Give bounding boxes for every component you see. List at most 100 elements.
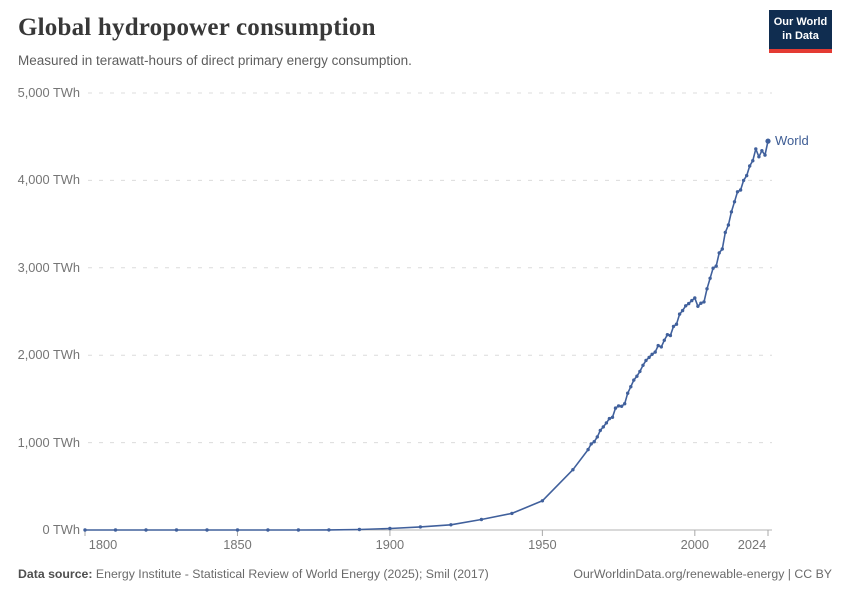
data-point-marker [735, 190, 740, 194]
chart-title: Global hydropower consumption [18, 14, 376, 41]
data-point-marker [656, 343, 660, 348]
owid-logo[interactable]: Our World in Data [769, 10, 832, 53]
data-point-marker [589, 442, 593, 446]
data-point-marker [626, 391, 630, 395]
data-point-marker [623, 402, 627, 406]
y-tick-label-2000: 2,000 TWh [17, 347, 80, 363]
data-point-marker [266, 528, 270, 532]
data-point-marker [687, 301, 691, 306]
series-label-world[interactable]: World [775, 133, 809, 149]
data-point-marker [668, 333, 673, 338]
x-tick-label-1800: 1800 [88, 537, 118, 552]
chart-subtitle: Measured in terawatt-hours of direct pri… [18, 53, 412, 68]
data-point-marker [635, 374, 639, 378]
data-point-marker [662, 338, 666, 342]
data-point-marker [638, 369, 642, 374]
x-tick-label-2024: 2024 [737, 537, 767, 552]
data-point-marker [357, 527, 362, 532]
data-point-marker [693, 296, 697, 300]
x-tick-label-1950: 1950 [528, 537, 557, 552]
data-point-marker [571, 468, 575, 472]
data-source-text: Data source: Energy Institute - Statisti… [18, 567, 489, 581]
data-point-marker [144, 528, 148, 532]
data-point-marker [765, 138, 771, 144]
data-point-marker [613, 406, 618, 410]
data-point-marker [235, 528, 240, 532]
data-point-marker [680, 308, 685, 313]
data-point-marker [714, 264, 718, 268]
data-point-marker [647, 355, 651, 360]
owid-logo-line2: in Data [782, 29, 819, 42]
data-point-marker [113, 528, 118, 532]
data-point-marker [741, 178, 746, 183]
data-point-marker [720, 247, 724, 251]
data-point-marker [644, 358, 648, 363]
data-point-marker [632, 378, 636, 382]
data-point-marker [711, 266, 715, 270]
data-point-marker [726, 223, 731, 227]
data-point-marker [674, 322, 679, 326]
y-tick-label-3000: 3,000 TWh [17, 259, 80, 275]
data-point-marker [684, 304, 688, 308]
data-point-marker [751, 159, 755, 163]
data-point-marker [729, 210, 734, 214]
data-point-marker [677, 312, 682, 316]
data-point-marker [748, 164, 752, 168]
data-point-marker [696, 304, 700, 308]
owid-logo-line1: Our World [773, 16, 828, 28]
data-point-marker [708, 276, 712, 280]
data-point-marker [479, 517, 484, 522]
y-tick-label-1000: 1,000 TWh [17, 434, 80, 450]
data-point-marker [598, 428, 602, 433]
data-point-marker [732, 200, 737, 204]
data-point-marker [653, 350, 657, 354]
chart-footer: Data source: Energy Institute - Statisti… [18, 567, 832, 581]
data-point-marker [760, 149, 764, 153]
data-point-marker [699, 301, 703, 305]
data-point-marker [754, 147, 758, 151]
y-tick-label-0: 0 TWh [42, 522, 80, 537]
data-point-marker [665, 333, 670, 337]
data-point-marker [757, 155, 761, 159]
data-point-marker [586, 447, 590, 452]
data-point-marker [616, 404, 621, 408]
data-point-marker [723, 230, 727, 235]
data-point-marker [83, 528, 87, 532]
footer-url-license: OurWorldinData.org/renewable-energy | CC… [573, 567, 832, 581]
data-point-marker [745, 173, 749, 178]
y-tick-label-5000: 5,000 TWh [17, 85, 80, 100]
data-source-label: Data source: [18, 567, 93, 581]
data-point-marker [388, 526, 392, 531]
data-point-marker [540, 499, 545, 503]
data-point-marker [659, 345, 663, 349]
data-point-marker [629, 385, 633, 389]
data-point-marker [641, 363, 645, 367]
data-point-marker [671, 324, 676, 329]
data-point-marker [205, 528, 209, 532]
data-point-marker [595, 435, 599, 439]
data-point-marker [702, 300, 706, 304]
data-point-marker [607, 416, 612, 421]
data-point-marker [650, 352, 654, 356]
data-point-marker [690, 298, 694, 303]
data-point-marker [705, 287, 709, 291]
data-point-marker [610, 415, 615, 419]
data-point-marker [619, 404, 624, 408]
data-point-marker [174, 528, 179, 532]
x-tick-label-1900: 1900 [375, 537, 405, 552]
y-tick-label-4000: 4,000 TWh [17, 172, 80, 188]
data-point-marker [763, 153, 767, 157]
data-source-value: Energy Institute - Statistical Review of… [92, 567, 489, 581]
data-point-marker [327, 528, 331, 532]
data-point-marker [449, 523, 453, 527]
line-world [84, 140, 769, 531]
data-point-marker [510, 511, 514, 516]
data-point-marker [717, 251, 721, 255]
data-point-marker [418, 525, 423, 529]
data-point-marker [738, 188, 743, 192]
x-tick-label-1850: 1850 [223, 537, 252, 552]
data-point-marker [296, 528, 301, 532]
x-tick-label-2000: 2000 [680, 537, 710, 552]
